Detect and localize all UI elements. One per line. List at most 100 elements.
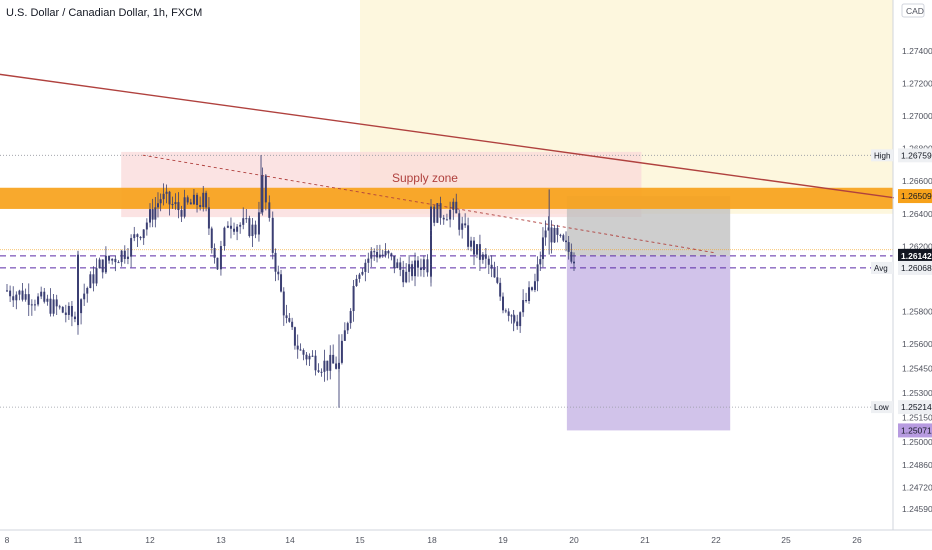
candle-body xyxy=(95,268,98,284)
candle-body xyxy=(530,287,533,290)
price-label-box xyxy=(898,423,932,438)
candle-body xyxy=(364,262,367,272)
candle-body xyxy=(528,287,531,301)
price-label-box xyxy=(898,148,932,163)
candle-body xyxy=(242,218,245,225)
y-tick-label: 1.25150 xyxy=(902,413,932,423)
candle-body xyxy=(133,234,136,239)
chart-title: U.S. Dollar / Canadian Dollar, 1h, FXCM xyxy=(6,7,203,19)
candle-body xyxy=(139,236,142,239)
candle-body xyxy=(12,296,15,301)
candle-body xyxy=(165,191,168,194)
candle-body xyxy=(308,355,311,360)
candle-body xyxy=(478,244,481,260)
candle-body xyxy=(21,290,24,300)
price-label-tag-box xyxy=(871,401,893,414)
currency-badge[interactable] xyxy=(901,3,925,18)
candle-body xyxy=(376,251,379,258)
candle-body xyxy=(393,255,396,269)
x-tick-label: 11 xyxy=(74,535,83,545)
candle-body xyxy=(384,251,387,256)
candle-body xyxy=(430,206,432,231)
candle-body xyxy=(64,312,67,315)
candle-body xyxy=(484,254,487,259)
candle-body xyxy=(335,363,338,369)
candle-body xyxy=(98,259,101,269)
candle-body xyxy=(37,296,40,305)
candle-body xyxy=(381,254,384,256)
short-target-zone[interactable] xyxy=(566,255,731,431)
candle-body xyxy=(101,259,104,273)
candle-body xyxy=(490,264,493,269)
candle-body xyxy=(49,298,52,314)
candle-body xyxy=(149,209,151,223)
candle-body xyxy=(251,224,254,237)
candle-body xyxy=(89,274,92,289)
candle-body xyxy=(332,354,335,364)
candle-body xyxy=(213,248,216,258)
candle-body xyxy=(573,261,575,264)
candle-body xyxy=(504,310,507,312)
candle-body xyxy=(40,291,43,297)
price-label-value: 1.26068 xyxy=(901,263,932,273)
candle-body xyxy=(499,282,502,297)
candle-body xyxy=(536,264,539,282)
candle-body xyxy=(233,228,236,232)
candle-body xyxy=(117,262,120,264)
candle-body xyxy=(24,294,27,300)
price-label-box xyxy=(898,248,932,263)
candle-body xyxy=(522,300,525,313)
candle-body xyxy=(314,355,317,371)
candle-body xyxy=(317,370,320,372)
supply-band[interactable] xyxy=(0,187,893,209)
candle-body xyxy=(162,193,165,200)
candle-body xyxy=(293,327,296,346)
x-tick-label: 13 xyxy=(216,535,226,545)
candle-body xyxy=(177,202,180,211)
candle-body xyxy=(416,260,419,268)
candle-body xyxy=(559,234,562,236)
candle-body xyxy=(104,255,107,273)
candle-body xyxy=(439,203,442,218)
price-label-tag: High xyxy=(874,151,890,160)
candle-body xyxy=(171,204,174,206)
candle-body xyxy=(329,354,332,371)
candle-body xyxy=(510,315,513,317)
candle-body xyxy=(189,202,192,205)
candle-body xyxy=(525,300,528,302)
candle-body xyxy=(180,210,183,217)
candle-body xyxy=(399,262,402,270)
x-tick-label: 26 xyxy=(852,535,862,545)
candle-body xyxy=(355,278,358,286)
price-label-value: 1.26509 xyxy=(901,191,932,201)
candle-body xyxy=(9,290,12,297)
candle-body xyxy=(436,203,439,223)
candle-body xyxy=(461,223,464,230)
candle-body xyxy=(70,305,73,317)
candle-body xyxy=(493,268,496,278)
candle-body xyxy=(305,354,308,360)
dashed-trend-line[interactable] xyxy=(142,154,717,254)
candle-body xyxy=(27,294,30,305)
candle-body xyxy=(373,251,376,253)
candle-body xyxy=(73,316,76,320)
x-tick-label: 12 xyxy=(145,535,155,545)
candle-body xyxy=(254,224,257,235)
candle-body xyxy=(361,271,364,275)
candle-body xyxy=(442,217,445,220)
candle-body xyxy=(274,252,277,272)
candle-body xyxy=(261,175,264,213)
candle-body xyxy=(433,206,436,223)
candle-body xyxy=(539,259,542,265)
candle-body xyxy=(282,291,285,316)
candle-body xyxy=(299,349,302,351)
candle-body xyxy=(556,228,559,235)
candle-body xyxy=(239,224,242,227)
candle-body xyxy=(58,306,61,308)
candle-body xyxy=(414,260,417,277)
trend-line[interactable] xyxy=(0,56,929,204)
x-tick-label: 15 xyxy=(355,535,365,545)
candle-body xyxy=(496,277,499,283)
candle-body xyxy=(264,175,267,203)
